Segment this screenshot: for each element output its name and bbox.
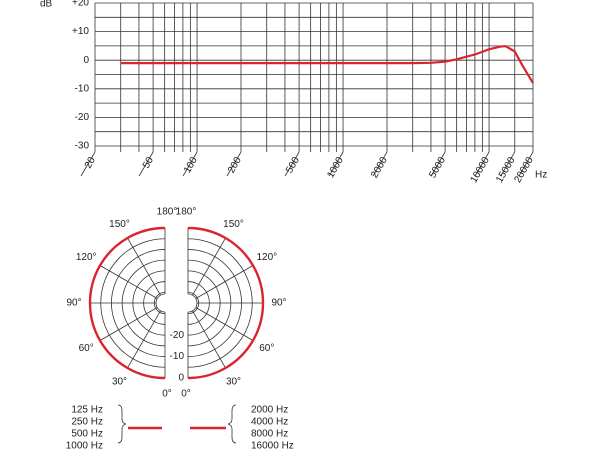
y-axis-label: dB xyxy=(40,0,53,10)
spoke xyxy=(99,265,158,299)
x-tick xyxy=(474,151,490,177)
legend-label: 500 Hz xyxy=(71,429,103,440)
x-tick xyxy=(518,151,534,177)
angle-label: 0° xyxy=(181,389,191,400)
legend-label: 250 Hz xyxy=(71,417,103,428)
x-tick xyxy=(328,151,344,177)
spoke xyxy=(192,310,226,369)
x-tick xyxy=(182,151,198,177)
spoke xyxy=(192,237,226,296)
brace xyxy=(227,404,237,444)
angle-label: 90° xyxy=(271,298,286,309)
x-tick-label: 20 xyxy=(83,155,98,171)
legend-label: 16000 Hz xyxy=(251,441,294,450)
y-tick-label: +20 xyxy=(72,0,89,9)
legend-label: 2000 Hz xyxy=(251,405,288,416)
spoke xyxy=(127,310,161,369)
x-tick xyxy=(284,151,300,177)
angle-label: 180° xyxy=(157,207,178,218)
angle-label: 90° xyxy=(66,298,81,309)
x-axis-label: Hz xyxy=(535,170,547,181)
angle-label: 150° xyxy=(109,219,130,230)
angle-label: 150° xyxy=(223,219,244,230)
angle-label: 180° xyxy=(176,207,197,218)
x-tick xyxy=(226,151,242,177)
response-line xyxy=(120,45,534,84)
legend-label: 8000 Hz xyxy=(251,429,288,440)
x-tick xyxy=(80,151,96,177)
r-tick-label: 0 xyxy=(178,373,184,384)
r-tick-label: -10 xyxy=(170,351,185,362)
x-tick xyxy=(500,151,516,177)
y-tick-label: -10 xyxy=(75,83,90,94)
x-tick xyxy=(372,151,388,177)
brace xyxy=(117,404,127,444)
spoke xyxy=(99,307,158,341)
legend-label: 4000 Hz xyxy=(251,417,288,428)
polar-curve xyxy=(187,226,265,380)
angle-label: 120° xyxy=(256,252,277,263)
x-tick xyxy=(430,151,446,177)
r-tick-label: -20 xyxy=(170,330,185,341)
y-tick-label: -20 xyxy=(75,112,90,123)
y-tick-label: +10 xyxy=(72,26,89,37)
angle-label: 30° xyxy=(112,376,127,387)
x-tick xyxy=(138,151,154,177)
y-tick-label: 0 xyxy=(83,55,89,66)
legend-label: 125 Hz xyxy=(71,405,103,416)
legend-label: 1000 Hz xyxy=(66,441,103,450)
spoke xyxy=(195,307,254,341)
y-tick-label: -30 xyxy=(75,141,90,152)
polar-curve xyxy=(88,226,166,380)
spoke xyxy=(195,265,254,299)
angle-label: 60° xyxy=(259,343,274,354)
angle-label: 30° xyxy=(226,376,241,387)
x-tick-label: 50 xyxy=(141,155,156,171)
angle-label: 0° xyxy=(162,389,172,400)
angle-label: 60° xyxy=(79,343,94,354)
spoke xyxy=(127,237,161,296)
angle-label: 120° xyxy=(76,252,97,263)
